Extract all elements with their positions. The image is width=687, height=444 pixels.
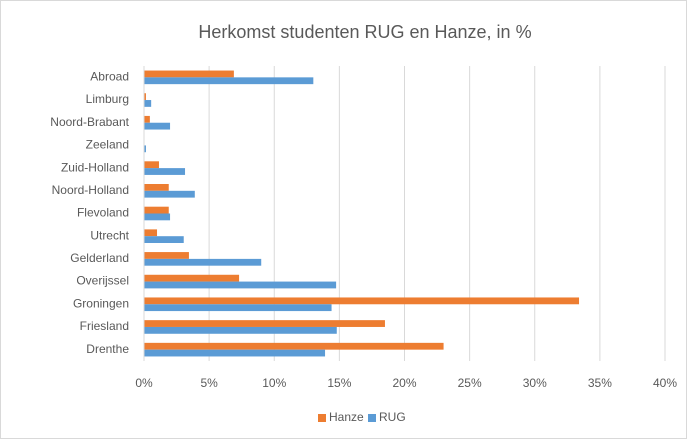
x-tick-label: 5% xyxy=(200,376,218,390)
legend-swatch xyxy=(318,414,326,422)
legend-label: RUG xyxy=(379,410,406,424)
bar xyxy=(144,258,262,266)
x-tick-label: 15% xyxy=(327,376,351,390)
bar xyxy=(144,342,444,350)
legend-swatch xyxy=(368,414,376,422)
x-tick-label: 30% xyxy=(523,376,547,390)
bar xyxy=(144,115,150,123)
legend-label: Hanze xyxy=(329,410,364,424)
x-tick-label: 0% xyxy=(135,376,153,390)
x-tick-label: 35% xyxy=(588,376,612,390)
x-tick-label: 40% xyxy=(653,376,677,390)
x-tick-label: 25% xyxy=(458,376,482,390)
bar xyxy=(144,161,159,169)
y-tick-label: Groningen xyxy=(73,296,129,310)
x-tick-label: 20% xyxy=(392,376,416,390)
bar xyxy=(144,326,337,334)
bar xyxy=(144,70,234,78)
y-tick-label: Utrecht xyxy=(90,228,129,242)
bar xyxy=(144,229,158,237)
y-tick-label: Noord-Holland xyxy=(52,183,129,197)
y-tick-label: Abroad xyxy=(90,70,129,84)
bar xyxy=(144,168,186,175)
bar xyxy=(144,206,169,214)
y-tick-label: Noord-Brabant xyxy=(50,115,129,129)
bar xyxy=(144,77,314,85)
bar xyxy=(144,274,240,282)
bar xyxy=(144,252,189,259)
bar xyxy=(144,100,152,107)
bar xyxy=(144,213,171,221)
bar xyxy=(144,349,326,357)
bar xyxy=(144,320,385,327)
bar xyxy=(144,236,184,243)
bar xyxy=(144,304,332,312)
y-tick-label: Zeeland xyxy=(86,138,129,152)
bar xyxy=(144,145,146,153)
x-tick-label: 10% xyxy=(262,376,286,390)
bar xyxy=(144,93,146,101)
y-tick-label: Overijssel xyxy=(76,274,129,288)
bar xyxy=(144,184,169,191)
bar xyxy=(144,122,171,130)
y-tick-label: Zuid-Holland xyxy=(61,160,129,174)
y-tick-label: Flevoland xyxy=(77,206,129,220)
bar xyxy=(144,190,195,198)
y-tick-label: Gelderland xyxy=(70,251,129,265)
chart-title: Herkomst studenten RUG en Hanze, in % xyxy=(198,22,531,42)
y-tick-label: Drenthe xyxy=(86,342,129,356)
bar xyxy=(144,281,337,289)
y-tick-label: Friesland xyxy=(80,319,129,333)
bar xyxy=(144,297,580,305)
y-tick-label: Limburg xyxy=(86,92,129,106)
